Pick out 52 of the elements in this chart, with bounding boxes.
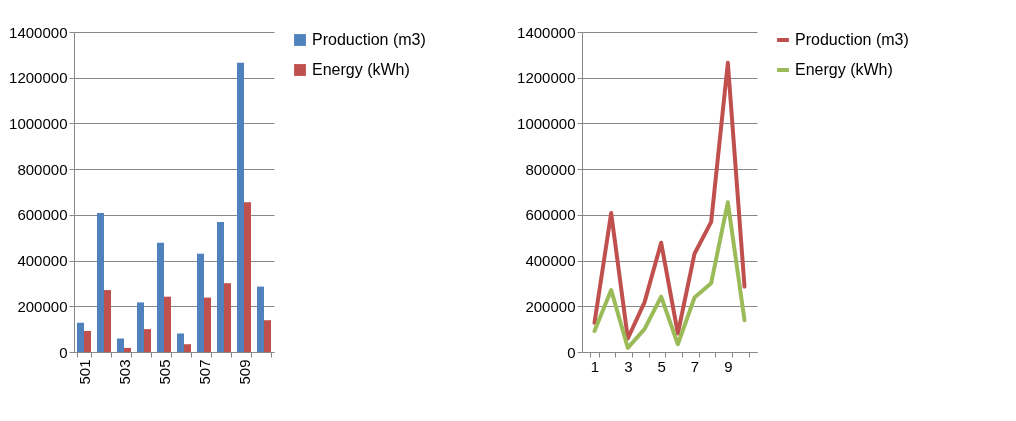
bar [197,253,204,352]
legend-label: Production (m3) [312,31,426,48]
x-tick-label: 9 [724,357,733,375]
bar [184,344,191,352]
x-tick-label: 501 [75,359,93,385]
bar [204,297,211,352]
y-tick-label: 1400000 [9,23,68,41]
bar [97,213,104,352]
line-series [592,60,747,341]
bar [164,296,171,352]
bar [157,242,164,352]
x-tick-label: 503 [115,359,133,385]
y-tick-label: 0 [567,343,576,361]
bar [144,329,151,352]
y-tick-label: 200000 [17,297,68,315]
bar [237,62,244,352]
y-tick-label: 400000 [17,252,68,270]
y-tick-label: 1200000 [9,69,68,87]
bar [84,330,91,352]
bar [104,290,111,352]
bar [137,302,144,352]
x-tick-label: 505 [155,359,173,385]
x-tick-label: 5 [657,357,666,375]
y-tick-label: 200000 [525,297,576,315]
y-tick-label: 800000 [525,160,576,178]
bar [264,320,271,352]
x-tick-label: 509 [235,359,253,385]
y-tick-label: 1400000 [517,23,576,41]
line-series [592,200,747,350]
y-tick-label: 400000 [525,252,576,270]
x-tick-label: 7 [690,357,700,375]
bar [257,286,264,352]
y-tick-label: 1000000 [517,114,576,132]
bar [217,221,224,352]
x-tick-label: 507 [195,359,213,385]
y-tick-label: 600000 [17,206,68,224]
y-tick-label: 1200000 [517,69,576,87]
bar [124,347,131,352]
y-tick-label: 1000000 [9,114,68,132]
x-tick-label: 1 [590,357,600,375]
bar [224,283,231,352]
bar [117,338,124,352]
y-tick-label: 800000 [17,160,68,178]
bar [244,202,251,352]
x-tick-label: 3 [624,357,633,375]
y-tick-label: 600000 [525,206,576,224]
legend-label: Energy (kWh) [312,61,410,78]
legend-label: Energy (kWh) [795,61,893,78]
bar [177,333,184,352]
bar [77,322,84,352]
y-tick-label: 0 [59,343,68,361]
legend-label: Production (m3) [795,31,909,48]
